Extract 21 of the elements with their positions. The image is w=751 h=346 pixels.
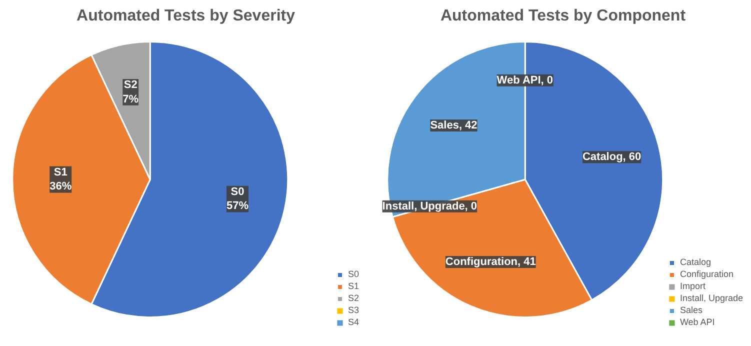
- legend-label: Catalog: [680, 257, 711, 267]
- legend-label: S1: [348, 281, 360, 291]
- legend-label: S2: [348, 293, 360, 303]
- legend-label: Import: [680, 281, 706, 291]
- data-label: Catalog, 60: [582, 151, 642, 164]
- data-label: S1 36%: [50, 166, 72, 193]
- data-label: S0 57%: [226, 186, 249, 212]
- data-label: S2 7%: [122, 79, 139, 106]
- legend-label: Install, Upgrade: [680, 293, 743, 303]
- legend-label: Configuration: [680, 269, 734, 279]
- chart-title: Automated Tests by Component: [440, 8, 686, 24]
- text: Web API, 0: [496, 74, 554, 86]
- chart-title: Automated Tests by Severity: [76, 8, 296, 24]
- legend-label: S0: [348, 269, 360, 279]
- data-label: Configuration, 41: [445, 256, 536, 268]
- data-label: Sales, 42: [430, 120, 478, 132]
- legend-label: Sales: [680, 305, 702, 315]
- legend-label: S4: [348, 317, 360, 327]
- legend-label: S3: [348, 305, 360, 315]
- legend-label: Web API: [680, 317, 715, 327]
- text: Install, Upgrade, 0: [382, 200, 478, 212]
